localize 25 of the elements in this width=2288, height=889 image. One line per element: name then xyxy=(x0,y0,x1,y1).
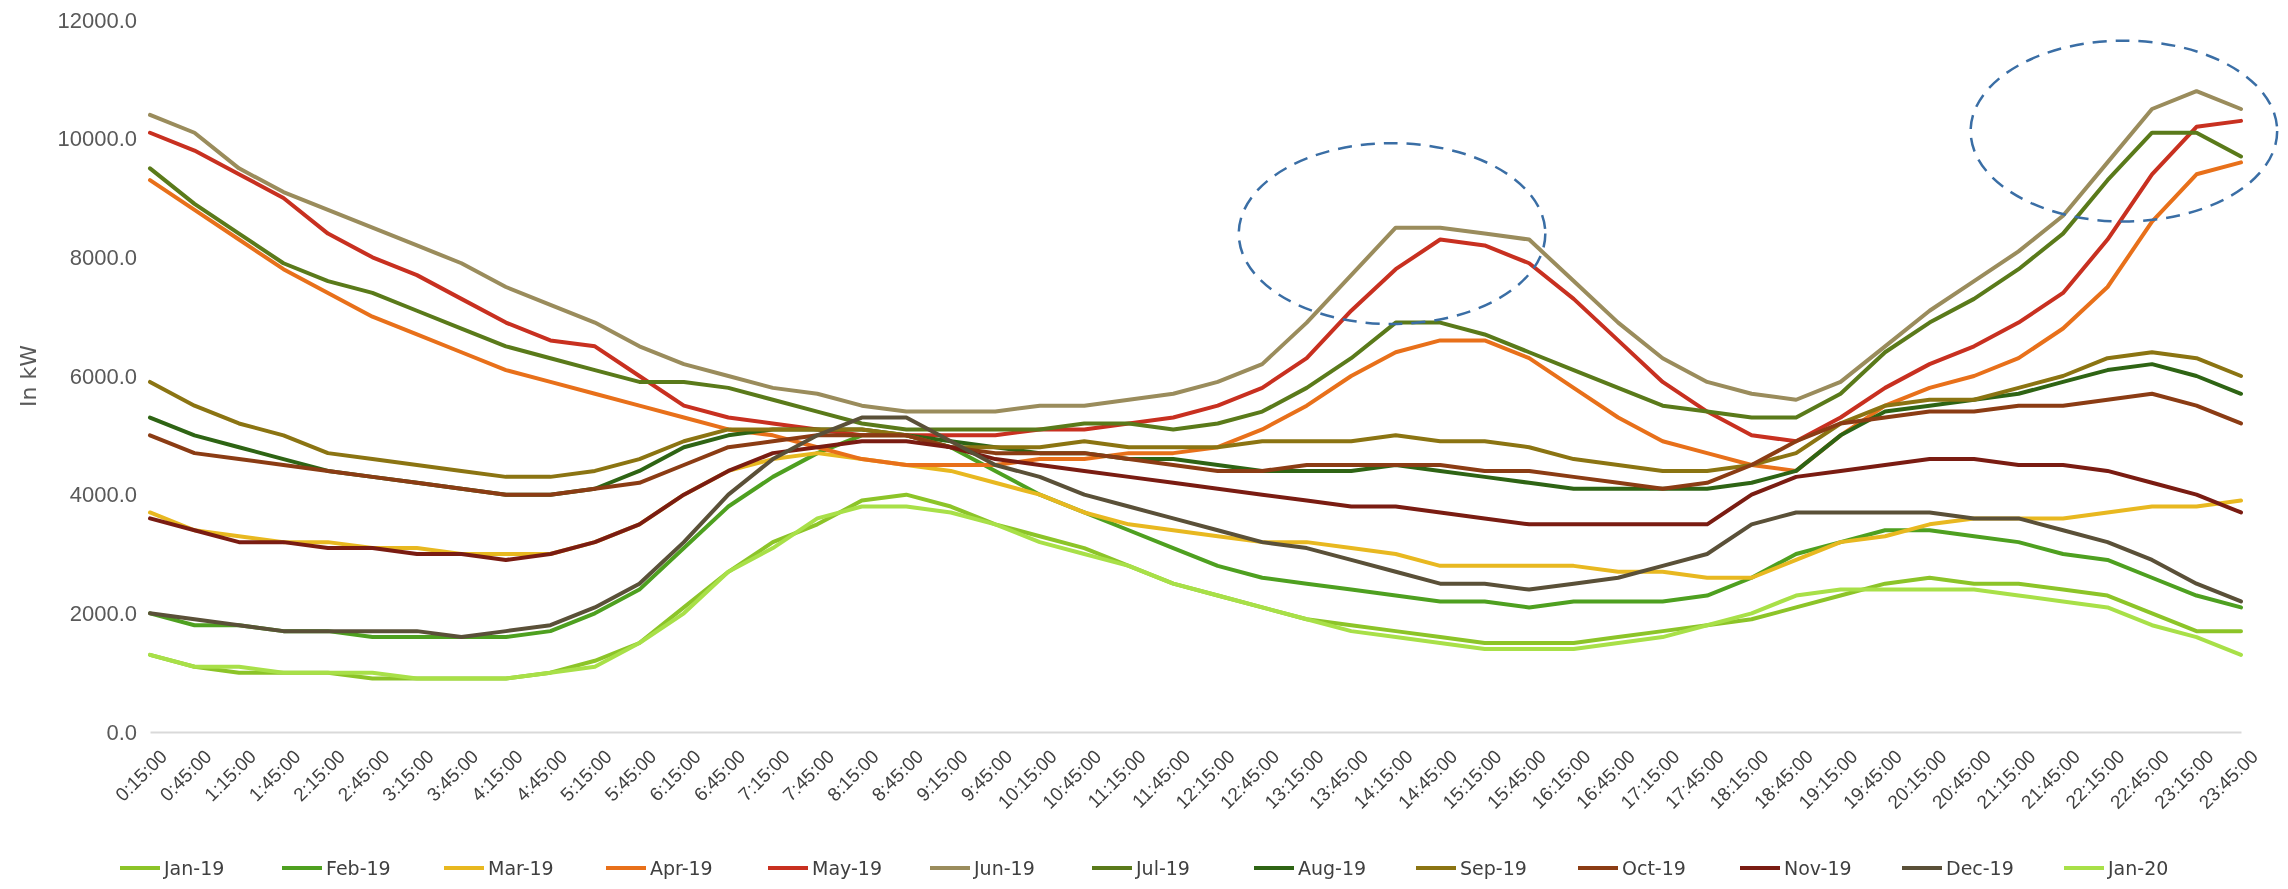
legend-label: Feb-19 xyxy=(326,856,391,879)
legend-label: Jul-19 xyxy=(1135,856,1190,879)
legend-label: Oct-19 xyxy=(1622,856,1686,879)
legend-label: Apr-19 xyxy=(650,856,713,879)
line-series xyxy=(148,439,2243,562)
y-tick-label: 8000.0 xyxy=(69,244,137,270)
legend-label: May-19 xyxy=(812,856,882,879)
legend-label: Sep-19 xyxy=(1460,856,1527,879)
legend-label: Dec-19 xyxy=(1946,856,2014,879)
y-tick-label: 2000.0 xyxy=(69,600,137,626)
y-tick-label: 0.0 xyxy=(106,719,137,745)
y-tick-label: 10000.0 xyxy=(57,126,137,152)
legend-label: Aug-19 xyxy=(1298,856,1367,879)
legend-label: Mar-19 xyxy=(488,856,554,879)
legend-label: Jan-20 xyxy=(2107,856,2169,879)
y-tick-label: 6000.0 xyxy=(69,363,137,389)
line-series xyxy=(148,391,2243,497)
legend-label: Nov-19 xyxy=(1784,856,1852,879)
y-tick-label: 12000.0 xyxy=(57,7,137,33)
line-series xyxy=(148,350,2243,479)
legend-label: Jun-19 xyxy=(973,856,1035,879)
y-tick-label: 4000.0 xyxy=(69,482,137,508)
legend-label: Jan-19 xyxy=(163,856,225,879)
y-axis-title: In kW xyxy=(16,344,41,407)
line-series xyxy=(148,89,2243,414)
